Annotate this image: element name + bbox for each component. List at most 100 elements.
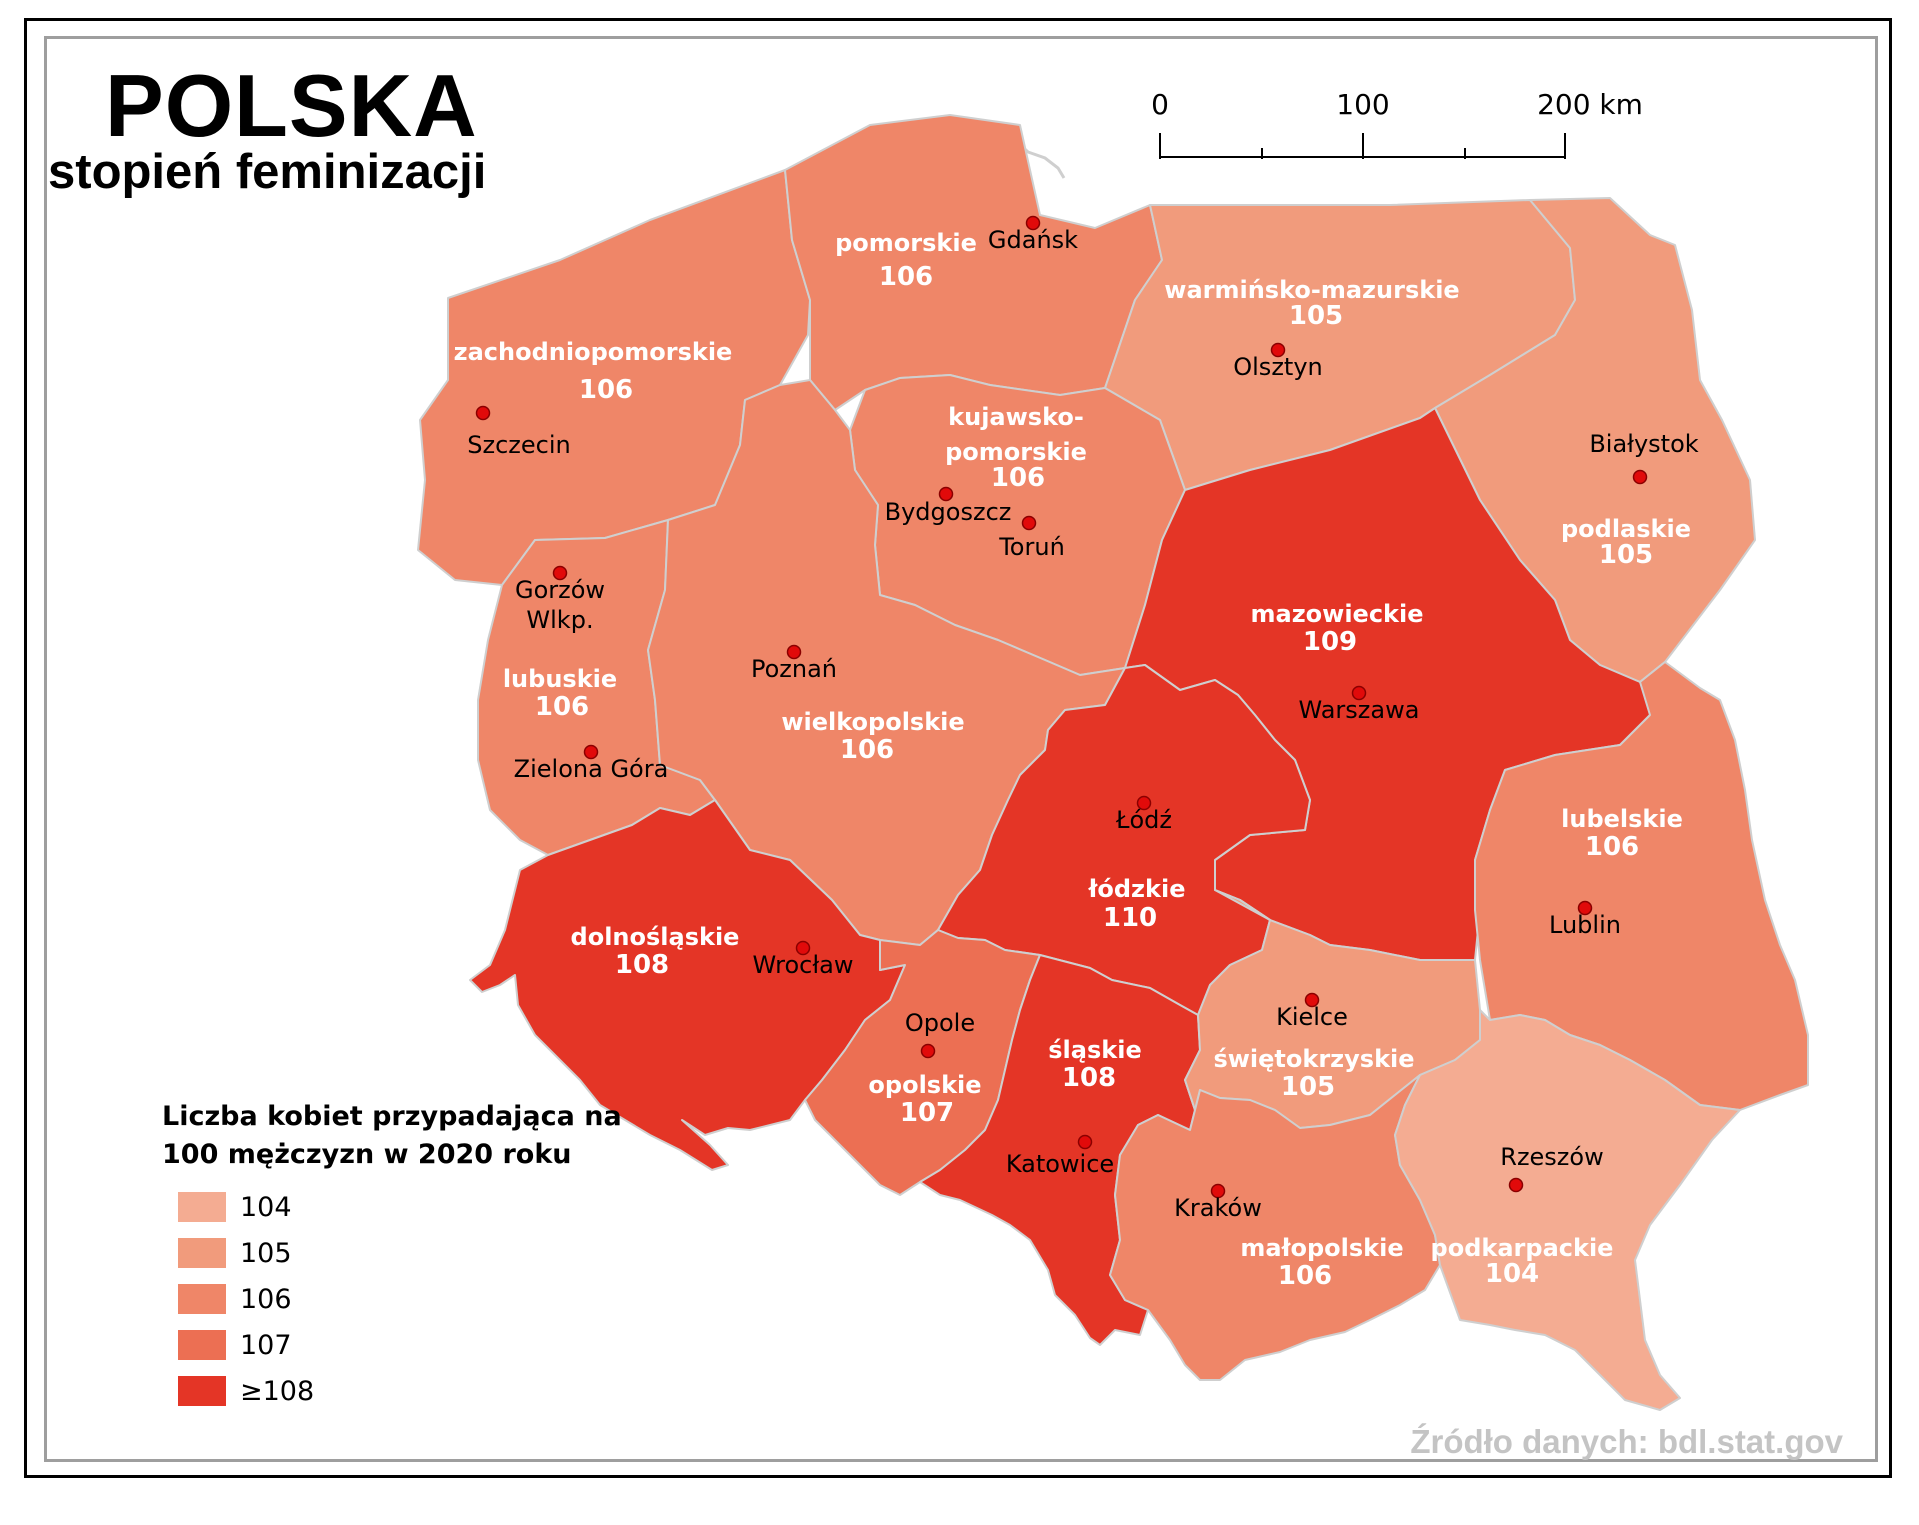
legend-label-108-plus: ≥108: [240, 1375, 315, 1407]
city-dot-gdansk: [1025, 215, 1041, 231]
label-opolskie-value: 107: [900, 1098, 954, 1128]
label-swietokrzyskie-value: 105: [1281, 1072, 1335, 1102]
label-podlaskie-name: podlaskie: [1561, 515, 1691, 543]
label-swietokrzyskie-name: świętokrzyskie: [1213, 1045, 1414, 1073]
city-dot-olsztyn: [1270, 342, 1286, 358]
city-label-bydgoszcz: Bydgoszcz: [885, 498, 1012, 526]
city-dot-lodz: [1136, 795, 1152, 811]
legend-item-105: 105: [178, 1237, 292, 1269]
city-label-rzeszow: Rzeszów: [1500, 1143, 1603, 1171]
city-label-lodz: Łódź: [1115, 806, 1172, 834]
label-lubelskie-name: lubelskie: [1561, 805, 1683, 833]
label-podkarpackie-value: 104: [1485, 1259, 1539, 1289]
city-dot-warszawa: [1351, 685, 1367, 701]
city-dot-lublin: [1577, 900, 1593, 916]
outer-frame: [24, 18, 1892, 1478]
city-label-szczecin: Szczecin: [467, 431, 570, 459]
label-lubuskie-value: 106: [535, 692, 589, 722]
data-source: Źródło danych: bdl.stat.gov: [1410, 1423, 1843, 1460]
city-label-torun: Toruń: [998, 533, 1065, 561]
legend-label-104: 104: [240, 1191, 292, 1223]
city-dot-zielona-gora: [583, 744, 599, 760]
city-dot-opole: [920, 1043, 936, 1059]
label-dolnoslaskie-value: 108: [615, 950, 669, 980]
label-zachodniopomorskie-value: 106: [579, 375, 633, 405]
label-pomorskie-value: 106: [879, 262, 933, 292]
city-label-zielona-gora: Zielona Góra: [514, 755, 669, 783]
city-label-warszawa: Warszawa: [1299, 696, 1420, 724]
city-dot-szczecin: [475, 405, 491, 421]
label-warminsko-mazurskie-name: warmińsko-mazurskie: [1164, 276, 1459, 304]
region-pomorskie[interactable]: [784, 114, 1163, 411]
cities: Gdańsk Olsztyn Szczecin Białystok Bydgos…: [467, 215, 1699, 1222]
label-lodzkie-name: łódzkie: [1087, 875, 1185, 903]
city-dot-bydgoszcz: [938, 486, 954, 502]
scale-label-200: 200 km: [1537, 88, 1643, 121]
label-slaskie-value: 108: [1062, 1063, 1116, 1093]
legend-swatch-108-plus: [178, 1376, 226, 1406]
city-label-olsztyn: Olsztyn: [1233, 353, 1322, 381]
legend-title: Liczba kobiet przypadająca na 100 mężczy…: [162, 1101, 622, 1170]
city-label-gorzow-line2: Wlkp.: [526, 606, 593, 634]
city-dot-bialystok: [1632, 469, 1648, 485]
legend-label-105: 105: [240, 1237, 292, 1269]
city-label-krakow: Kraków: [1174, 1194, 1262, 1222]
city-dot-wroclaw: [795, 940, 811, 956]
legend-swatch-107: [178, 1330, 226, 1360]
label-slaskie-name: śląskie: [1048, 1036, 1141, 1064]
region-malopolskie[interactable]: [1109, 1074, 1441, 1381]
scale-label-0: 0: [1151, 88, 1169, 121]
label-lubelskie-value: 106: [1585, 832, 1639, 862]
label-zachodniopomorskie-name: zachodniopomorskie: [454, 338, 733, 366]
legend-label-107: 107: [240, 1329, 292, 1361]
legend-swatch-106: [178, 1284, 226, 1314]
legend-item-106: 106: [178, 1283, 292, 1315]
label-mazowieckie-name: mazowieckie: [1250, 600, 1423, 628]
label-pomorskie-name: pomorskie: [835, 229, 977, 257]
scale-bar: 0 100 200 km: [1151, 88, 1643, 159]
city-label-gorzow-line1: Gorzów: [515, 576, 605, 604]
map-title: POLSKA: [105, 56, 478, 155]
label-kujawsko-pomorskie-name-2: pomorskie: [945, 438, 1087, 466]
label-podkarpackie-name: podkarpackie: [1431, 1234, 1614, 1262]
label-dolnoslaskie-name: dolnośląskie: [571, 923, 740, 951]
city-label-gdansk: Gdańsk: [988, 226, 1078, 254]
inner-frame: [44, 36, 1878, 1462]
city-label-katowice: Katowice: [1006, 1150, 1114, 1178]
city-dot-poznan: [786, 644, 802, 660]
label-lubuskie-name: lubuskie: [503, 665, 617, 693]
city-dot-katowice: [1077, 1134, 1093, 1150]
city-label-opole: Opole: [905, 1009, 975, 1037]
label-malopolskie-name: małopolskie: [1240, 1234, 1403, 1262]
city-label-lublin: Lublin: [1549, 911, 1621, 939]
region-podkarpackie[interactable]: [1394, 1009, 1741, 1411]
label-lodzkie-value: 110: [1103, 903, 1157, 933]
legend-item-108-plus: ≥108: [178, 1375, 315, 1407]
label-podlaskie-value: 105: [1599, 540, 1653, 570]
scale-label-100: 100: [1336, 88, 1389, 121]
city-label-kielce: Kielce: [1276, 1003, 1348, 1031]
map-subtitle: stopień feminizacji: [48, 145, 487, 199]
region-dolnoslaskie[interactable]: [469, 799, 906, 1171]
city-dot-torun: [1021, 515, 1037, 531]
label-kujawsko-pomorskie-value: 106: [991, 463, 1045, 493]
legend-item-104: 104: [178, 1191, 292, 1223]
label-wielkopolskie-name: wielkopolskie: [781, 708, 964, 736]
region-labels: zachodniopomorskie 106 pomorskie 106 war…: [454, 229, 1691, 1291]
city-label-poznan: Poznań: [751, 655, 837, 683]
city-dot-kielce: [1304, 992, 1320, 1008]
legend-swatch-104: [178, 1192, 226, 1222]
city-dot-rzeszow: [1508, 1177, 1524, 1193]
city-label-bialystok: Białystok: [1589, 430, 1698, 458]
city-label-wroclaw: Wrocław: [752, 951, 853, 979]
label-opolskie-name: opolskie: [868, 1071, 981, 1099]
legend-label-106: 106: [240, 1283, 292, 1315]
city-dot-gorzow: [552, 565, 568, 581]
label-warminsko-mazurskie-value: 105: [1289, 301, 1343, 331]
city-dot-krakow: [1210, 1183, 1226, 1199]
label-mazowieckie-value: 109: [1303, 627, 1357, 657]
label-wielkopolskie-value: 106: [840, 735, 894, 765]
legend-swatch-105: [178, 1238, 226, 1268]
legend-item-107: 107: [178, 1329, 292, 1361]
